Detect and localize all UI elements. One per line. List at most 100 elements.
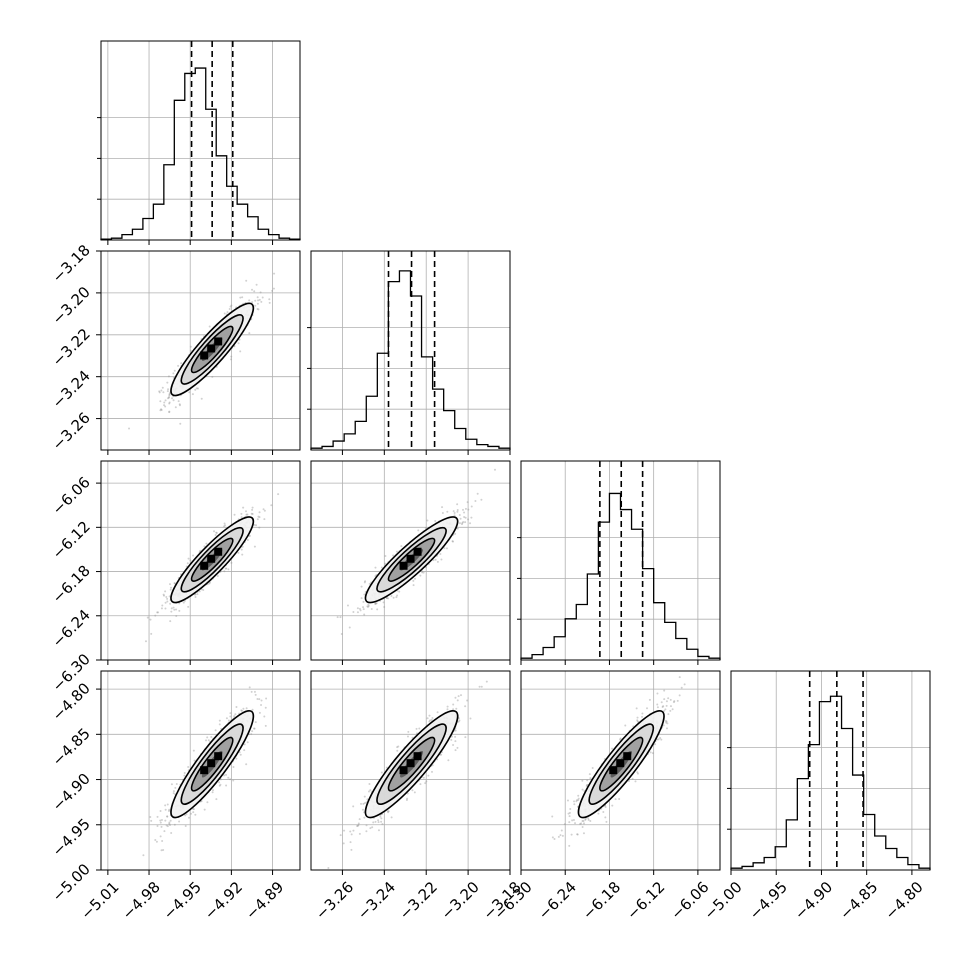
scatter-point xyxy=(172,792,175,795)
scatter-point xyxy=(234,713,237,716)
scatter-panel-2-1 xyxy=(310,460,511,665)
scatter-point xyxy=(268,298,271,301)
scatter-point xyxy=(340,632,343,635)
scatter-point xyxy=(159,810,162,813)
scatter-point xyxy=(258,511,261,514)
scatter-point xyxy=(168,392,171,395)
scatter-point xyxy=(168,393,171,396)
scatter-point xyxy=(485,680,488,683)
scatter-point xyxy=(227,719,230,722)
scatter-point xyxy=(230,355,233,358)
scatter-point xyxy=(256,698,259,701)
scatter-point xyxy=(359,609,362,612)
scatter-point xyxy=(253,690,256,693)
scatter-point xyxy=(178,602,181,605)
scatter-point xyxy=(431,770,434,773)
scatter-point xyxy=(254,304,257,307)
scatter-point xyxy=(182,601,185,604)
scatter-point xyxy=(470,505,473,508)
scatter-point xyxy=(664,720,667,723)
scatter-point xyxy=(191,393,194,396)
scatter-point xyxy=(452,510,455,513)
scatter-point xyxy=(223,525,226,528)
scatter-point xyxy=(172,606,175,609)
scatter-point xyxy=(352,805,355,808)
scatter-point xyxy=(454,749,457,752)
scatter-point xyxy=(183,599,186,602)
scatter-point xyxy=(480,498,483,501)
scatter-point xyxy=(242,506,245,509)
scatter-point xyxy=(162,593,165,596)
scatter-point xyxy=(157,611,160,614)
scatter-point xyxy=(446,708,449,711)
scatter-point xyxy=(168,401,171,404)
scatter-point xyxy=(206,736,209,739)
scatter-point xyxy=(476,492,479,495)
scatter-point xyxy=(170,783,173,786)
scatter-point xyxy=(352,610,355,613)
scatter-panel-3-0 xyxy=(96,670,301,875)
scatter-point xyxy=(251,730,254,733)
scatter-point xyxy=(159,821,162,824)
scatter-point xyxy=(251,506,254,509)
scatter-point xyxy=(264,706,267,709)
scatter-point xyxy=(173,582,176,585)
scatter-point xyxy=(155,840,158,843)
scatter-point xyxy=(154,838,157,841)
scatter-point xyxy=(406,797,409,800)
scatter-point xyxy=(164,819,167,822)
scatter-point xyxy=(195,387,198,390)
scatter-point xyxy=(343,829,346,832)
scatter-point xyxy=(379,815,382,818)
scatter-point xyxy=(162,391,165,394)
scatter-point xyxy=(412,584,415,587)
scatter-point xyxy=(184,824,187,827)
scatter-point xyxy=(194,595,197,598)
scatter-point xyxy=(463,511,466,514)
scatter-point xyxy=(167,396,170,399)
scatter-point xyxy=(227,776,230,779)
scatter-point xyxy=(464,736,467,739)
scatter-point xyxy=(363,795,366,798)
scatter-point xyxy=(203,808,206,811)
scatter-point xyxy=(400,545,403,548)
scatter-point xyxy=(452,744,455,747)
scatter-point xyxy=(175,615,178,618)
density-core-cell xyxy=(406,759,415,768)
scatter-point xyxy=(154,614,157,617)
scatter-point xyxy=(456,746,459,749)
scatter-point xyxy=(225,567,228,570)
scatter-point xyxy=(170,832,173,835)
scatter-point xyxy=(461,508,464,511)
scatter-point xyxy=(363,613,366,616)
scatter-point xyxy=(202,588,205,591)
scatter-point xyxy=(212,789,215,792)
scatter-point xyxy=(149,618,152,621)
scatter-point xyxy=(223,522,226,525)
scatter-point xyxy=(174,406,177,409)
scatter-point xyxy=(455,707,458,710)
scatter-point xyxy=(369,827,372,830)
scatter-point xyxy=(259,291,262,294)
scatter-point xyxy=(218,781,221,784)
scatter-point xyxy=(460,523,463,526)
scatter-point xyxy=(158,390,161,393)
scatter-point xyxy=(175,608,178,611)
scatter-point xyxy=(447,759,450,762)
scatter-point xyxy=(573,803,576,806)
scatter-point xyxy=(272,287,275,290)
scatter-point xyxy=(190,812,193,815)
histogram-step xyxy=(100,67,301,240)
scatter-point xyxy=(161,604,164,607)
scatter-point xyxy=(163,401,166,404)
scatter-point xyxy=(230,304,233,307)
scatter-point xyxy=(253,290,256,293)
scatter-point xyxy=(446,705,449,708)
scatter-point xyxy=(178,403,181,406)
scatter-point xyxy=(458,522,461,525)
scatter-point xyxy=(207,739,210,742)
scatter-point xyxy=(349,830,352,833)
scatter-point xyxy=(350,848,353,851)
scatter-point xyxy=(200,397,203,400)
scatter-point xyxy=(367,790,370,793)
